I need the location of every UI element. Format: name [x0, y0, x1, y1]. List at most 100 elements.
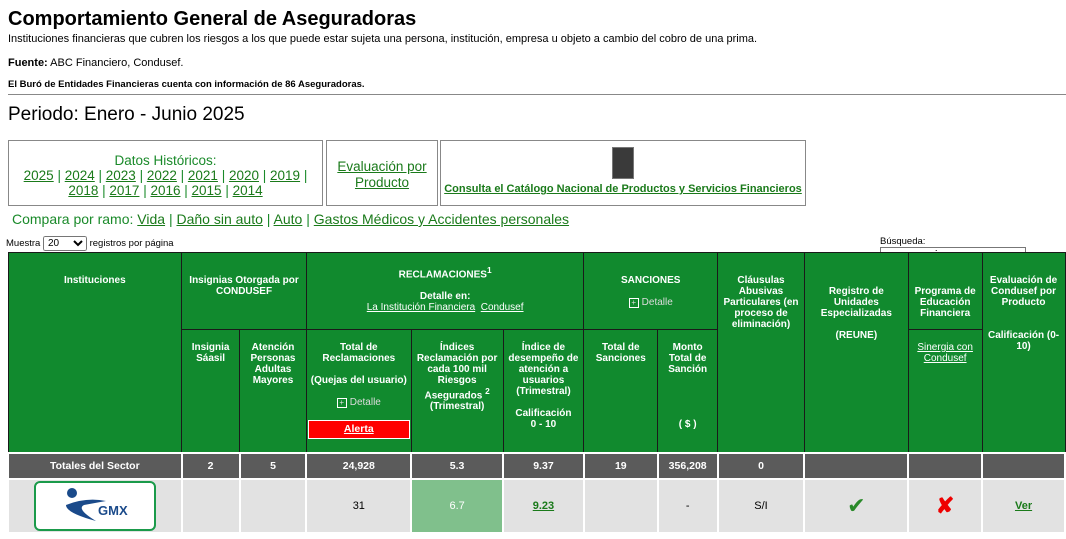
search-label: Búsqueda: [880, 236, 926, 247]
header-reclamaciones: RECLAMACIONES1 Detalle en: La Institución … [305, 252, 585, 330]
cell-evaluacion: Ver [981, 477, 1066, 534]
reune-acronym: (REUNE) [835, 330, 878, 341]
plus-icon: + [336, 398, 347, 408]
insurers-table: Instituciones Insignias Otorgada por CON… [7, 252, 1066, 534]
source-value: ABC Financiero, Condusef. [47, 57, 184, 69]
year-link-2018[interactable]: 2018 [68, 183, 99, 198]
year-link-2025[interactable]: 2025 [23, 168, 54, 183]
evaluacion-label: Evaluación de Condusef por Producto [989, 275, 1058, 308]
year-link-2015[interactable]: 2015 [191, 183, 222, 198]
link-institucion[interactable]: La Institución Financiera [366, 302, 476, 314]
source: Fuente: ABC Financiero, Condusef. [8, 57, 183, 69]
totals-reune [803, 451, 910, 480]
source-label: Fuente: [8, 57, 48, 69]
calif-range: 0 - 10 [530, 419, 557, 430]
header-adultos: Atención Personas Adultas Mayores [239, 329, 307, 453]
desempeno-label: Índice de desempeño de atención a usuari… [508, 342, 579, 397]
alerta-button[interactable]: Alerta [307, 420, 410, 439]
compare-by-branch: Compara por ramo: Vida | Daño sin auto |… [12, 211, 570, 227]
cross-icon: ✘ [935, 492, 955, 518]
header-clausulas: Cláusulas Abusivas Particulares (en proc… [717, 252, 805, 453]
pesos-label: ( $ ) [678, 419, 697, 430]
cell-indice: 6.7 [410, 477, 505, 534]
table-row: GMX 31 6.7 9.23 - S/I ✔ ✘ Ver [7, 477, 1066, 534]
rec-detalle-toggle[interactable]: + Detalle [336, 397, 381, 408]
header-indices: Índices Reclamación por cada 100 mil Rie… [410, 329, 504, 453]
divider [8, 94, 1066, 95]
sinergia-link[interactable]: Sinergia con Condusef [917, 342, 973, 364]
totals-adultos: 5 [238, 451, 308, 480]
catalog-box: Consulta el Catálogo Nacional de Product… [440, 140, 806, 206]
year-link-2023[interactable]: 2023 [105, 168, 136, 183]
quejas-label: (Quejas del usuario) [310, 375, 407, 386]
link-condusef[interactable]: Condusef [480, 302, 524, 314]
cell-saasil [180, 477, 241, 534]
branch-link[interactable]: Auto [273, 211, 303, 227]
page-title: Comportamiento General de Aseguradoras [8, 8, 417, 30]
evaluation-link[interactable]: Evaluación por Producto [337, 159, 427, 190]
totals-programa [907, 451, 984, 480]
totals-sanciones: 19 [582, 451, 659, 480]
evaluation-box: Evaluación por Producto [326, 140, 438, 206]
calificacion-label: Calificación (0-10) [987, 330, 1060, 352]
year-link-2017[interactable]: 2017 [109, 183, 140, 198]
header-evaluacion: Evaluación de Condusef por Producto Calif… [981, 252, 1066, 453]
year-link-2024[interactable]: 2024 [64, 168, 95, 183]
year-link-2021[interactable]: 2021 [187, 168, 218, 183]
branch-link[interactable]: Vida [137, 211, 166, 227]
year-link-2014[interactable]: 2014 [232, 183, 263, 198]
trimestral-label: (Trimestral) [429, 401, 485, 413]
calif-label: Calificación [515, 408, 572, 419]
totals-row: Totales del Sector 2 5 24,928 5.3 9.37 1… [7, 451, 1066, 480]
header-sanciones: SANCIONES + Detalle [583, 252, 719, 330]
header-insignias: Insignias Otorgada por CONDUSEF [181, 252, 307, 330]
cell-reune: ✔ [803, 477, 910, 534]
cell-adultos [238, 477, 308, 534]
header-sinergia: Sinergia con Condusef [907, 329, 983, 453]
institution-logo[interactable]: GMX [7, 477, 183, 534]
monto-label: Monto Total de Sanción [668, 342, 708, 375]
header-total-rec: Total de Reclamaciones (Quejas del usuari… [305, 329, 412, 453]
year-link-2022[interactable]: 2022 [146, 168, 177, 183]
cell-sanciones [582, 477, 659, 534]
detalle-en-label: Detalle en: [419, 291, 471, 303]
footnote-1: 1 [486, 265, 492, 275]
plus-icon: + [628, 298, 639, 308]
totals-total-rec: 24,928 [305, 451, 413, 480]
year-link-2016[interactable]: 2016 [150, 183, 181, 198]
check-icon: ✔ [847, 492, 866, 518]
header-monto: Monto Total de Sanción ( $ ) [657, 329, 719, 453]
ver-link[interactable]: Ver [1014, 499, 1033, 512]
reune-label: Registro de Unidades Especializadas [820, 286, 892, 319]
historical-data-box: Datos Históricos: 2025 | 2024 | 2023 | 2… [8, 140, 323, 206]
show-label: Muestra [6, 238, 41, 249]
branch-link[interactable]: Gastos Médicos y Accidentes personales [313, 211, 570, 227]
page-size-select[interactable]: 20 [42, 236, 87, 251]
totals-monto: 356,208 [656, 451, 719, 480]
catalog-link[interactable]: Consulta el Catálogo Nacional de Product… [444, 183, 802, 195]
branch-label: Compara por ramo: [12, 211, 134, 227]
detalle-label: Detalle [349, 397, 381, 408]
cell-programa: ✘ [907, 477, 984, 534]
totals-saasil: 2 [180, 451, 241, 480]
header-instituciones: Instituciones [7, 252, 183, 453]
header-programa: Programa de Educación Financiera [907, 252, 983, 330]
desempeno-link[interactable]: 9.23 [532, 499, 555, 512]
branch-link[interactable]: Daño sin auto [176, 211, 263, 227]
totals-evaluacion [981, 451, 1066, 480]
header-saasil: Insignia Sáasil [181, 329, 241, 453]
year-link-2020[interactable]: 2020 [228, 168, 260, 183]
sanciones-detalle-toggle[interactable]: + Detalle [628, 297, 673, 308]
page-size: Muestra 20 registros por página [6, 236, 174, 251]
reclamaciones-label: RECLAMACIONES [398, 269, 487, 281]
totals-clausulas: 0 [716, 451, 806, 480]
totals-indice: 5.3 [410, 451, 505, 480]
year-link-2019[interactable]: 2019 [270, 168, 301, 183]
cell-total-rec: 31 [305, 477, 413, 534]
svg-text:GMX: GMX [98, 503, 128, 518]
header-total-sanciones: Total de Sanciones [583, 329, 659, 453]
cell-clausulas: S/I [716, 477, 806, 534]
gmx-logo-icon: GMX [65, 487, 128, 521]
period-title: Periodo: Enero - Junio 2025 [8, 104, 245, 125]
buro-note: El Buró de Entidades Financieras cuenta … [8, 79, 365, 90]
